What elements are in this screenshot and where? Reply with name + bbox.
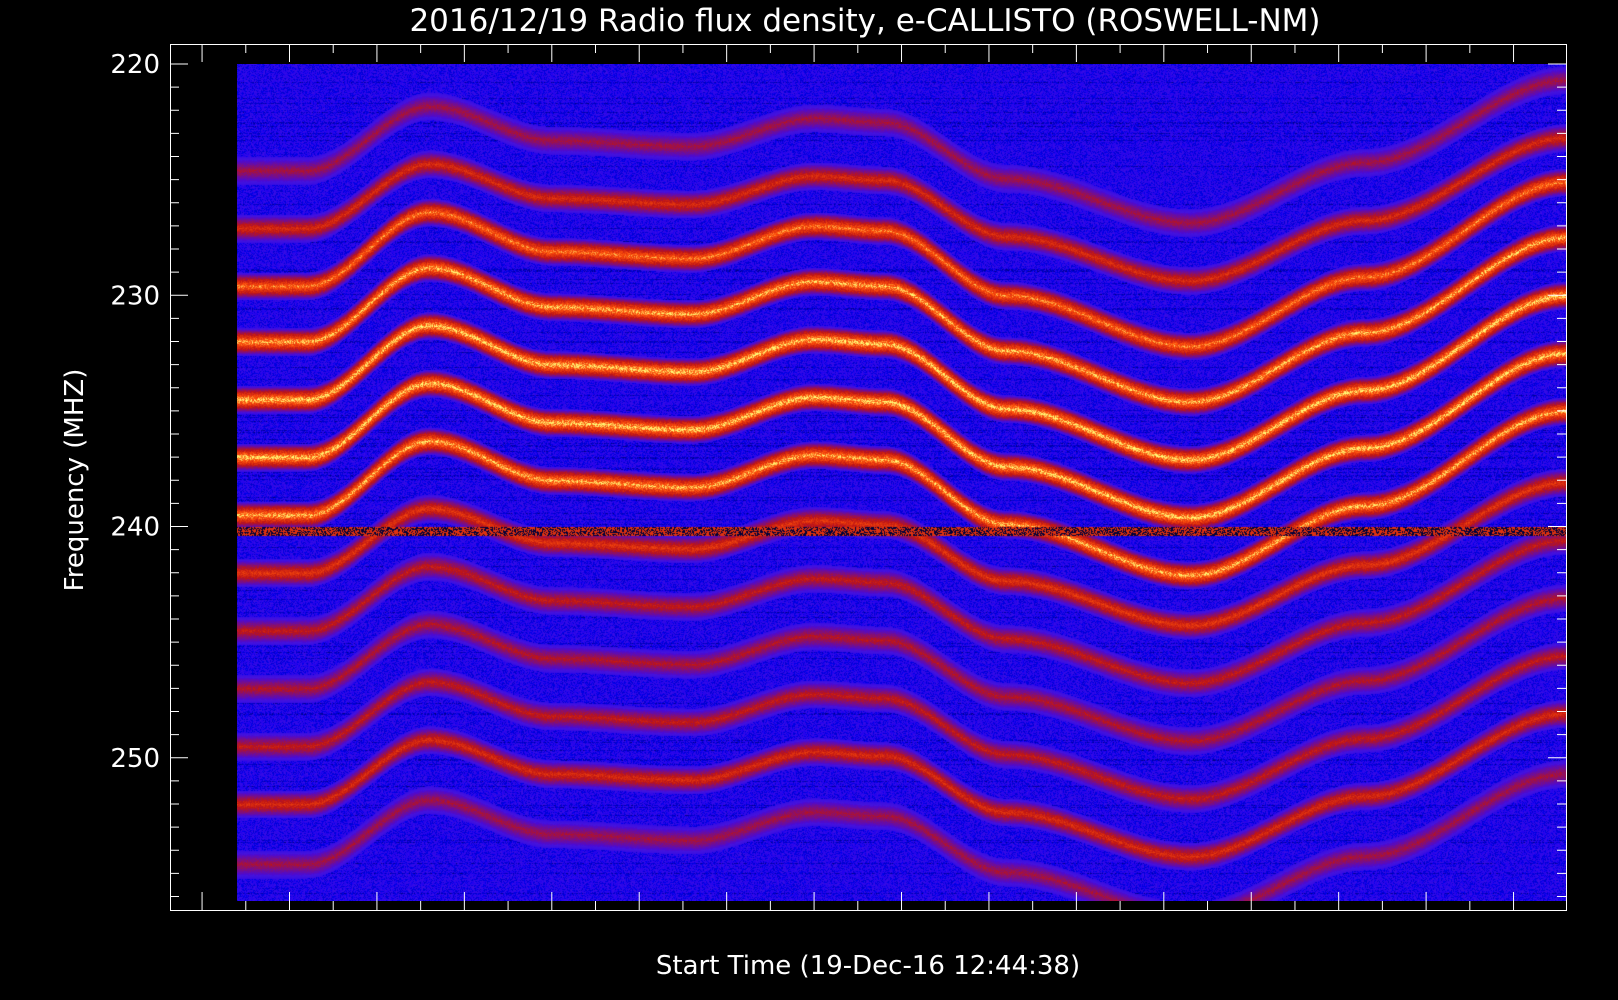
axis-ticks	[170, 44, 1566, 910]
y-axis-label: Frequency (MHZ)	[60, 369, 90, 592]
axis-tick-labels: 12:4812:5212:5613:00220230240250	[110, 50, 160, 774]
y-tick-label: 250	[110, 744, 160, 774]
y-tick-label: 230	[110, 281, 160, 311]
spectrogram-raster	[237, 64, 1567, 901]
y-tick-label: 240	[110, 513, 160, 543]
chart-title: 2016/12/19 Radio flux density, e-CALLIST…	[409, 3, 1320, 39]
plot-area	[237, 64, 1567, 901]
x-axis-label: Start Time (19-Dec-16 12:44:38)	[656, 951, 1080, 981]
plot-frame	[170, 44, 1567, 911]
y-tick-label: 220	[110, 50, 160, 80]
